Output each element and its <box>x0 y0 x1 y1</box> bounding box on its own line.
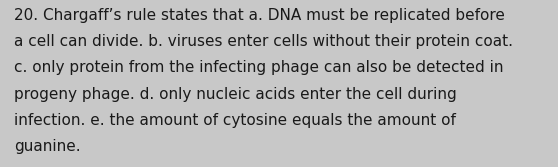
Text: infection. e. the amount of cytosine equals the amount of: infection. e. the amount of cytosine equ… <box>14 113 456 128</box>
Text: 20. Chargaff’s rule states that a. DNA must be replicated before: 20. Chargaff’s rule states that a. DNA m… <box>14 8 505 23</box>
Text: progeny phage. d. only nucleic acids enter the cell during: progeny phage. d. only nucleic acids ent… <box>14 87 456 102</box>
Text: guanine.: guanine. <box>14 139 80 154</box>
Text: a cell can divide. b. viruses enter cells without their protein coat.: a cell can divide. b. viruses enter cell… <box>14 34 513 49</box>
Text: c. only protein from the infecting phage can also be detected in: c. only protein from the infecting phage… <box>14 60 503 75</box>
